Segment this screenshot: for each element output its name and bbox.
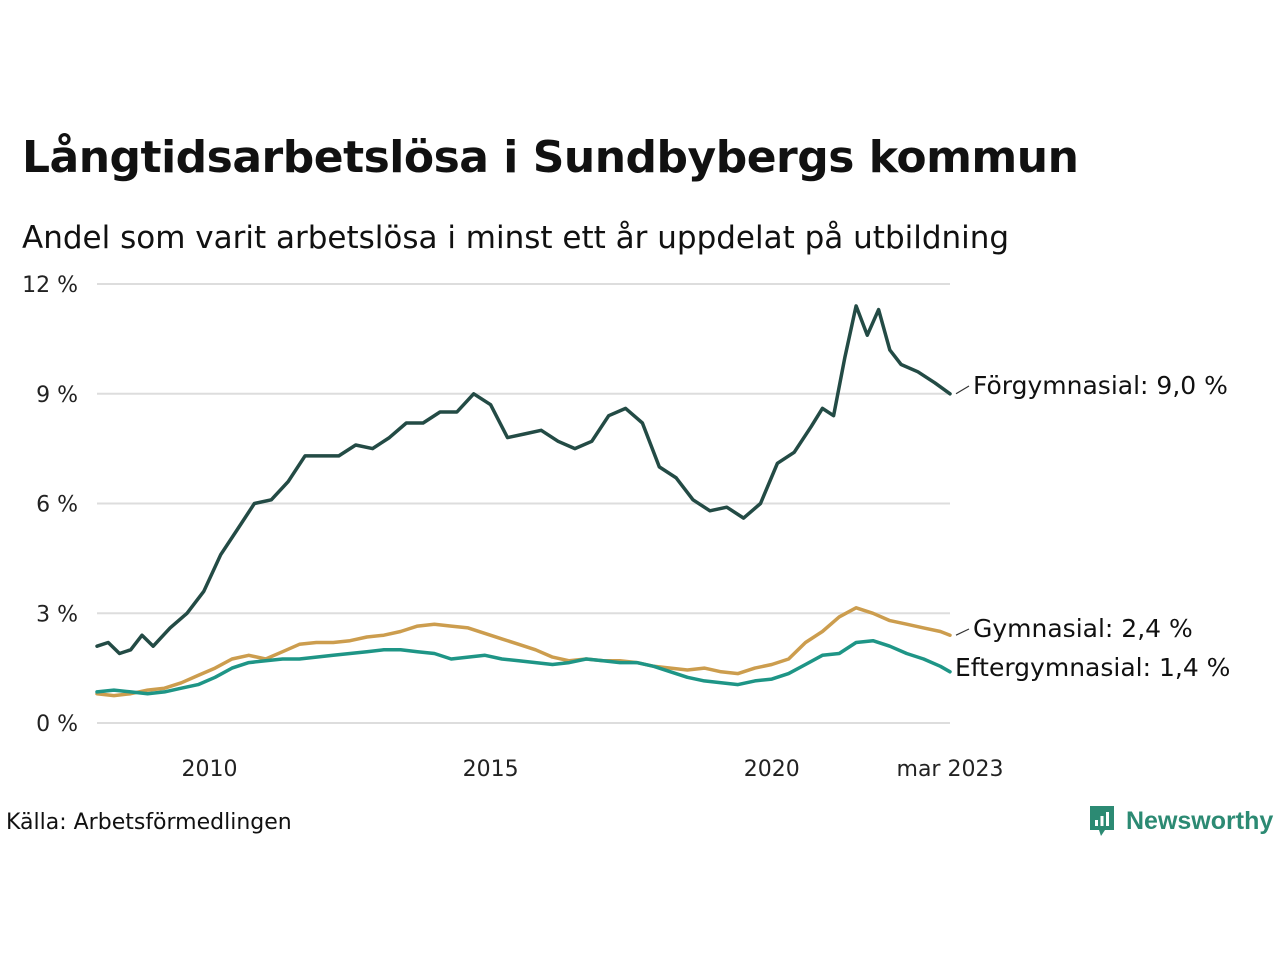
- gridlines: [97, 283, 950, 724]
- series-end-labels: Förgymnasial: 9,0 % Gymnasial: 2,4 % Efter…: [955, 371, 1230, 682]
- series-line-gymnasial: [95, 606, 952, 698]
- chart-subtitle: Andel som varit arbetslösa i minst ett å…: [22, 220, 1010, 256]
- series-lines: [95, 304, 952, 698]
- series-line-eftergymnasial: [95, 638, 952, 696]
- x-axis-tick-labels: 2010 2015 2020 mar 2023: [181, 757, 1003, 782]
- newsworthy-logo-icon: [1090, 806, 1114, 836]
- y-tick-label: 3 %: [36, 602, 78, 627]
- series-end-label: Gymnasial: 2,4 %: [973, 614, 1193, 643]
- y-tick-label: 12 %: [22, 273, 78, 298]
- x-tick-label: 2020: [744, 757, 800, 782]
- series-end-label: Förgymnasial: 9,0 %: [973, 371, 1228, 400]
- source-note: Källa: Arbetsförmedlingen: [6, 810, 292, 835]
- x-tick-label: mar 2023: [897, 757, 1004, 782]
- series-end-label: Eftergymnasial: 1,4 %: [955, 653, 1230, 682]
- newsworthy-logo: Newsworthy: [1088, 804, 1273, 838]
- end-label-connector: [955, 628, 970, 636]
- x-tick-label: 2010: [181, 757, 237, 782]
- y-axis-tick-labels: 0 % 3 % 6 % 9 % 12 %: [22, 273, 78, 737]
- end-label-connector: [955, 385, 970, 395]
- x-tick-label: 2015: [463, 757, 519, 782]
- series-line-förgymnasial: [95, 304, 952, 656]
- y-tick-label: 9 %: [36, 383, 78, 408]
- chart-title: Långtidsarbetslösa i Sundbybergs kommun: [22, 132, 1079, 183]
- y-tick-label: 6 %: [36, 493, 78, 518]
- brand-name: Newsworthy: [1126, 806, 1274, 835]
- y-tick-label: 0 %: [36, 712, 78, 737]
